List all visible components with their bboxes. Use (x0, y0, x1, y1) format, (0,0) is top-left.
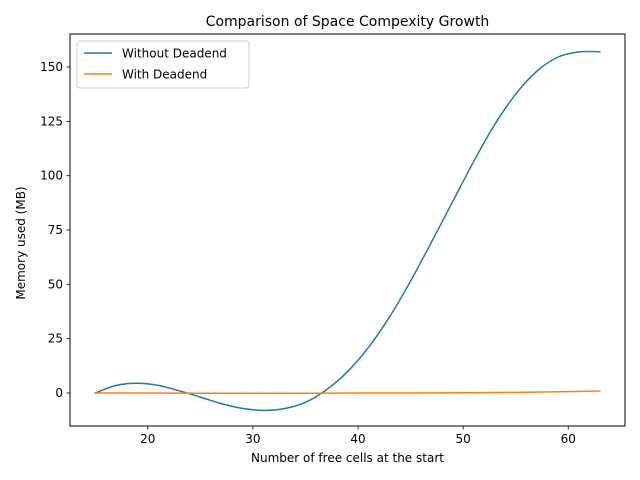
x-tick-label: 50 (455, 432, 470, 446)
series-line-1 (94, 50, 601, 412)
y-tick-label: 50 (48, 277, 63, 291)
x-tick-label: 30 (245, 432, 260, 446)
y-tick-label: 0 (55, 386, 63, 400)
chart-title: Comparison of Space Compexity Growth (206, 14, 490, 30)
y-tick-label: 150 (40, 60, 63, 74)
plot-area: 20 30 40 50 60 0 25 50 75 100 125 150 (40, 33, 626, 446)
x-axis-label: Number of free cells at the start (251, 451, 444, 465)
x-tick-label: 20 (140, 432, 155, 446)
legend-label-2: With Deadend (122, 68, 207, 82)
y-axis-label: Memory used (MB) (14, 186, 28, 299)
y-tick-label: 100 (40, 169, 63, 183)
y-tick-label: 125 (40, 114, 63, 128)
x-tick-label: 40 (350, 432, 365, 446)
legend: Without Deadend With Deadend (76, 40, 250, 89)
x-tick-label: 60 (561, 432, 576, 446)
y-tick-label: 25 (48, 332, 63, 346)
series-line-2 (94, 390, 601, 394)
legend-box (76, 40, 250, 89)
y-tick-label: 75 (48, 223, 63, 237)
legend-label-1: Without Deadend (122, 47, 227, 61)
